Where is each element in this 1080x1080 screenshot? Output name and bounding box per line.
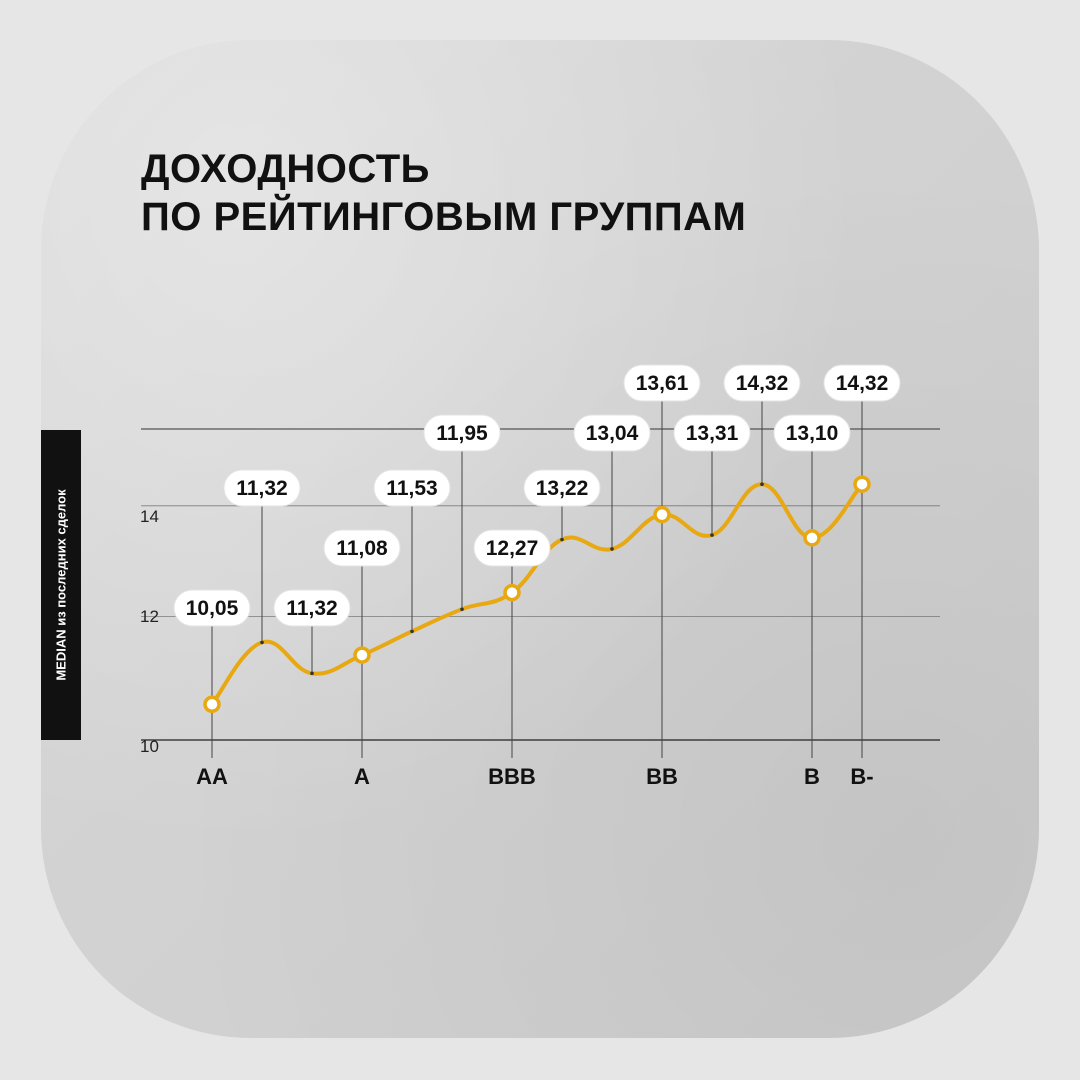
value-label: 11,32 [236, 477, 287, 500]
value-label: 11,08 [336, 537, 388, 560]
value-label-pill [673, 414, 751, 452]
chart-title: ДОХОДНОСТЬ ПО РЕЙТИНГОВЫМ ГРУППАМ [141, 145, 746, 241]
value-label: 14,32 [836, 372, 889, 395]
value-label: 13,31 [686, 422, 739, 445]
data-point-marker [353, 646, 371, 664]
value-label-pill [373, 469, 451, 507]
value-label-pill [323, 529, 401, 567]
data-point-marker [803, 529, 821, 547]
value-label-pill [573, 414, 651, 452]
value-label: 14,32 [736, 372, 789, 395]
data-point-dot [760, 482, 764, 487]
data-point-dot [460, 607, 464, 611]
title-line-1: ДОХОДНОСТЬ [141, 147, 430, 191]
value-label: 13,61 [636, 372, 689, 395]
value-label-pill [423, 414, 501, 452]
data-point-marker [853, 475, 871, 493]
value-label: 13,10 [786, 422, 839, 445]
value-label-pill [273, 589, 351, 627]
value-label-pill [623, 364, 701, 402]
value-label: 12,27 [486, 537, 539, 560]
x-tick-label: AA [196, 764, 228, 789]
value-label-pill [823, 364, 901, 402]
data-point-dot [610, 547, 614, 551]
value-label-pill [473, 529, 551, 567]
y-tick-label: 12 [140, 607, 159, 626]
value-label: 11,53 [386, 477, 437, 500]
value-label-pill [173, 589, 251, 627]
data-point-dot [260, 640, 264, 645]
x-tick-label: BBB [488, 764, 536, 789]
data-point-marker [653, 505, 671, 524]
value-label: 13,04 [586, 422, 639, 445]
y-axis-label-box [41, 430, 81, 740]
x-tick-label: B [804, 764, 820, 789]
y-tick-label: 10 [140, 737, 159, 756]
value-label-pill [723, 364, 801, 402]
value-label-pill [223, 469, 301, 507]
x-tick-label: BB [646, 764, 678, 789]
value-label-pill [523, 469, 601, 507]
value-label: 11,95 [436, 422, 488, 445]
data-point-dot [410, 629, 414, 634]
value-label: 11,32 [286, 597, 337, 620]
data-point-dot [310, 671, 314, 676]
data-point-dot [560, 537, 564, 542]
value-label: 10,05 [186, 597, 239, 620]
value-label-pill [773, 414, 851, 452]
data-point-marker [203, 695, 221, 714]
y-tick-label: 14 [140, 507, 159, 526]
x-tick-label: B- [850, 764, 873, 789]
value-label: 13,22 [536, 477, 589, 500]
data-point-dot [710, 533, 714, 537]
title-line-2: ПО РЕЙТИНГОВЫМ ГРУППАМ [141, 195, 747, 239]
x-tick-label: A [354, 764, 370, 789]
data-point-marker [503, 583, 521, 602]
